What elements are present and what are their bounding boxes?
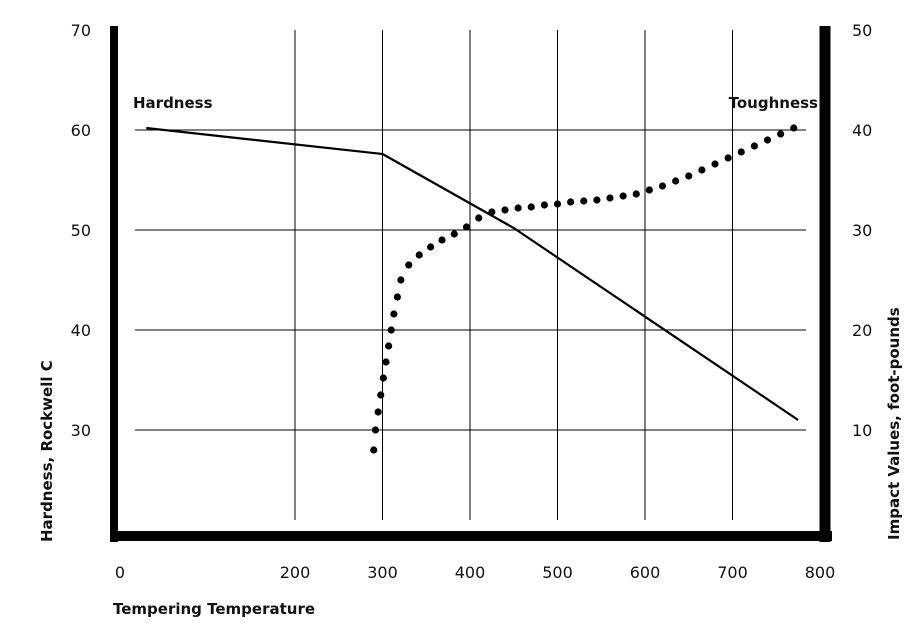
toughness-point bbox=[379, 374, 387, 382]
toughness-point bbox=[390, 310, 398, 318]
x-tick-label: 700 bbox=[717, 563, 748, 582]
x-tick-label: 300 bbox=[367, 563, 398, 582]
toughness-point bbox=[724, 154, 732, 162]
toughness-point bbox=[645, 186, 653, 194]
y-tick-label: 40 bbox=[71, 321, 91, 340]
toughness-point bbox=[370, 446, 378, 454]
toughness-point bbox=[397, 276, 405, 284]
x-tick-label: 500 bbox=[542, 563, 573, 582]
toughness-point bbox=[488, 208, 496, 216]
y-tick-label: 70 bbox=[71, 21, 91, 40]
toughness-point bbox=[438, 236, 446, 244]
toughness-point bbox=[698, 166, 706, 174]
toughness-point bbox=[374, 408, 382, 416]
toughness-point bbox=[393, 293, 401, 301]
toughness-point bbox=[475, 214, 483, 222]
toughness-point bbox=[415, 251, 423, 259]
y2-tick-label: 20 bbox=[852, 321, 872, 340]
toughness-point bbox=[606, 194, 614, 202]
y2-axis-label: Impact Values, foot-pounds bbox=[885, 307, 903, 540]
y2-tick-label: 40 bbox=[852, 121, 872, 140]
toughness-point bbox=[567, 198, 575, 206]
x-tick-label: 600 bbox=[630, 563, 661, 582]
toughness-point bbox=[377, 391, 385, 399]
x-tick-label: 200 bbox=[280, 563, 311, 582]
toughness-point bbox=[553, 200, 562, 208]
toughness-point bbox=[763, 136, 772, 144]
toughness-point bbox=[382, 358, 390, 366]
toughness-point bbox=[790, 124, 798, 132]
toughness-point bbox=[580, 197, 588, 205]
toughness-point bbox=[371, 426, 380, 434]
toughness-point bbox=[593, 196, 601, 204]
toughness-point bbox=[711, 160, 719, 168]
toughness-point bbox=[387, 326, 395, 334]
x-tick-label: 800 bbox=[805, 563, 836, 582]
series-layer bbox=[146, 124, 799, 454]
y-tick-label: 30 bbox=[71, 421, 91, 440]
y-axis-label: Hardness, Rockwell C bbox=[38, 360, 56, 542]
toughness-point bbox=[527, 203, 535, 211]
y-tick-label: 50 bbox=[71, 221, 91, 240]
toughness-point bbox=[619, 192, 627, 200]
toughness-point bbox=[450, 230, 458, 238]
y-tick-label: 60 bbox=[71, 121, 91, 140]
hardness-annotation: Hardness bbox=[133, 94, 213, 112]
toughness-point bbox=[737, 148, 745, 156]
x-axis-label: Tempering Temperature bbox=[113, 600, 315, 618]
toughness-point bbox=[405, 261, 413, 269]
toughness-point bbox=[672, 177, 680, 185]
plot-frame bbox=[110, 26, 832, 542]
toughness-point bbox=[385, 342, 393, 350]
y2-tick-label: 30 bbox=[852, 221, 872, 240]
hardness-line bbox=[146, 126, 799, 421]
toughness-point bbox=[658, 182, 667, 190]
toughness-point bbox=[750, 142, 758, 150]
x-tick-label: 0 bbox=[115, 563, 125, 582]
toughness-point bbox=[501, 206, 509, 214]
tick-labels: 0 200 300 400 500 600 700 800 30 40 50 60 70 10 20 30 40… bbox=[71, 21, 873, 582]
y2-tick-label: 10 bbox=[852, 421, 872, 440]
toughness-point bbox=[462, 223, 471, 231]
toughness-annotation: Toughness bbox=[729, 94, 818, 112]
toughness-point bbox=[685, 172, 693, 180]
toughness-point bbox=[632, 190, 640, 198]
x-tick-label: 400 bbox=[455, 563, 486, 582]
toughness-point bbox=[427, 243, 435, 251]
toughness-point bbox=[777, 130, 785, 138]
y2-tick-label: 50 bbox=[852, 21, 872, 40]
toughness-point bbox=[540, 201, 548, 209]
toughness-point bbox=[514, 204, 522, 212]
grid bbox=[135, 30, 806, 520]
